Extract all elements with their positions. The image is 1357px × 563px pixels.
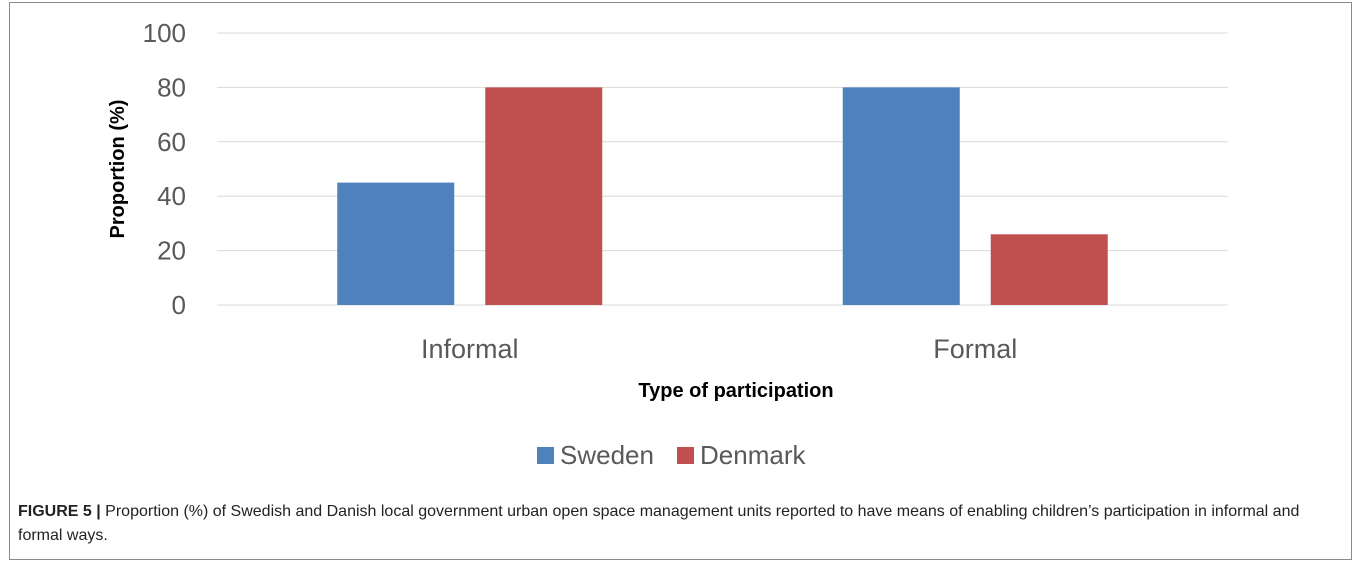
- x-tick-label: Informal: [421, 334, 519, 364]
- x-tick-label: Formal: [933, 334, 1017, 364]
- figure-caption: FIGURE 5 | Proportion (%) of Swedish and…: [18, 500, 1338, 548]
- bar-denmark-informal: [485, 87, 603, 306]
- bar-chart: 0 20 40 60 80 100 Informal Formal Type of partic…: [107, 18, 1228, 470]
- y-tick-label: 40: [157, 181, 186, 211]
- legend-label-denmark: Denmark: [700, 440, 806, 470]
- x-axis-title: Type of participation: [638, 380, 833, 402]
- y-axis-title: Proportion (%): [107, 100, 129, 239]
- bar-sweden-informal: [337, 182, 455, 305]
- legend-swatch-denmark: [677, 447, 694, 464]
- legend-label-sweden: Sweden: [560, 440, 654, 470]
- figure-frame: [9, 2, 1352, 560]
- y-tick-label: 20: [157, 236, 186, 266]
- caption-label: FIGURE 5 |: [18, 503, 101, 520]
- bar-sweden-formal: [842, 87, 960, 306]
- y-tick-label: 0: [172, 290, 186, 320]
- y-tick-label: 80: [157, 72, 186, 102]
- bar-denmark-formal: [990, 234, 1108, 305]
- y-tick-label: 60: [157, 127, 186, 157]
- legend-swatch-sweden: [537, 447, 554, 464]
- y-tick-label: 100: [143, 18, 186, 48]
- caption-text: Proportion (%) of Swedish and Danish loc…: [18, 503, 1300, 544]
